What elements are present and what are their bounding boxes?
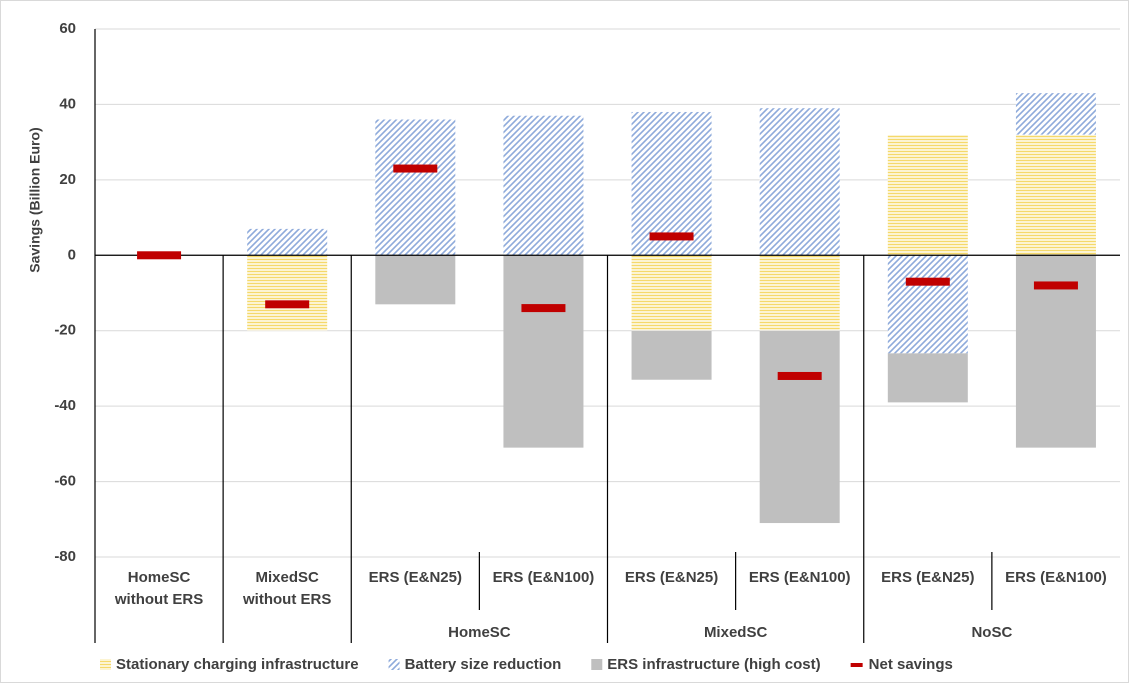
bar-segment (631, 111, 712, 256)
y-tick-label: 0 (68, 246, 76, 263)
category-label: ERS (E&N25) (624, 569, 719, 586)
net-savings-marker (777, 371, 822, 380)
bar-segment (631, 255, 712, 331)
bar-segment (375, 119, 456, 256)
y-tick-label: 40 (59, 95, 76, 112)
legend-label: Stationary charging infrastructure (116, 656, 359, 673)
category-label: ERS (E&N100) (1005, 569, 1107, 586)
y-tick-label: -60 (54, 473, 76, 490)
bar-segment (759, 108, 840, 256)
bar-segment (375, 255, 456, 305)
group-label: HomeSC (448, 624, 511, 641)
category-label: ERS (E&N25) (881, 569, 975, 586)
net-savings-marker (265, 300, 310, 309)
legend-swatch (850, 663, 863, 667)
bar-segment (1015, 134, 1096, 256)
legend-label: Net savings (869, 656, 953, 673)
bar-segment (247, 255, 328, 331)
y-tick-label: -20 (54, 322, 76, 339)
bar-segment (631, 330, 712, 380)
y-tick-label: -80 (54, 548, 76, 565)
bar-segment (503, 255, 584, 448)
bar-segment (1015, 93, 1096, 135)
bar-segment (887, 353, 968, 403)
net-savings-marker (521, 304, 566, 313)
bar-segment (759, 255, 840, 331)
net-savings-marker (1033, 281, 1078, 290)
category-label: ERS (E&N25) (368, 569, 462, 586)
legend-swatch (388, 659, 400, 670)
category-label: ERS (E&N100) (748, 569, 851, 586)
bar-segment (759, 330, 840, 524)
y-tick-label: 20 (59, 171, 76, 188)
category-label: ERS (E&N100) (492, 569, 595, 586)
net-savings-marker (649, 232, 694, 241)
net-savings-marker (905, 277, 950, 286)
category-label: HomeSC without ERS (114, 569, 204, 608)
bar-segment (887, 134, 968, 256)
y-tick-label: -40 (54, 397, 76, 414)
bar-segment (247, 228, 328, 256)
y-axis-label: Savings (Billion Euro) (27, 127, 43, 272)
legend-swatch (100, 659, 111, 670)
group-label: MixedSC (703, 624, 768, 641)
bar-segment (887, 255, 968, 354)
group-label: NoSC (971, 624, 1013, 641)
net-savings-marker (393, 164, 438, 173)
net-savings-marker (137, 251, 182, 260)
legend-label: ERS infrastructure (high cost) (607, 656, 820, 673)
y-tick-label: 60 (59, 20, 76, 37)
category-label: MixedSC without ERS (243, 569, 332, 608)
legend-label: Battery size reduction (405, 656, 562, 673)
legend-swatch (591, 659, 603, 670)
bar-segment (503, 115, 584, 256)
